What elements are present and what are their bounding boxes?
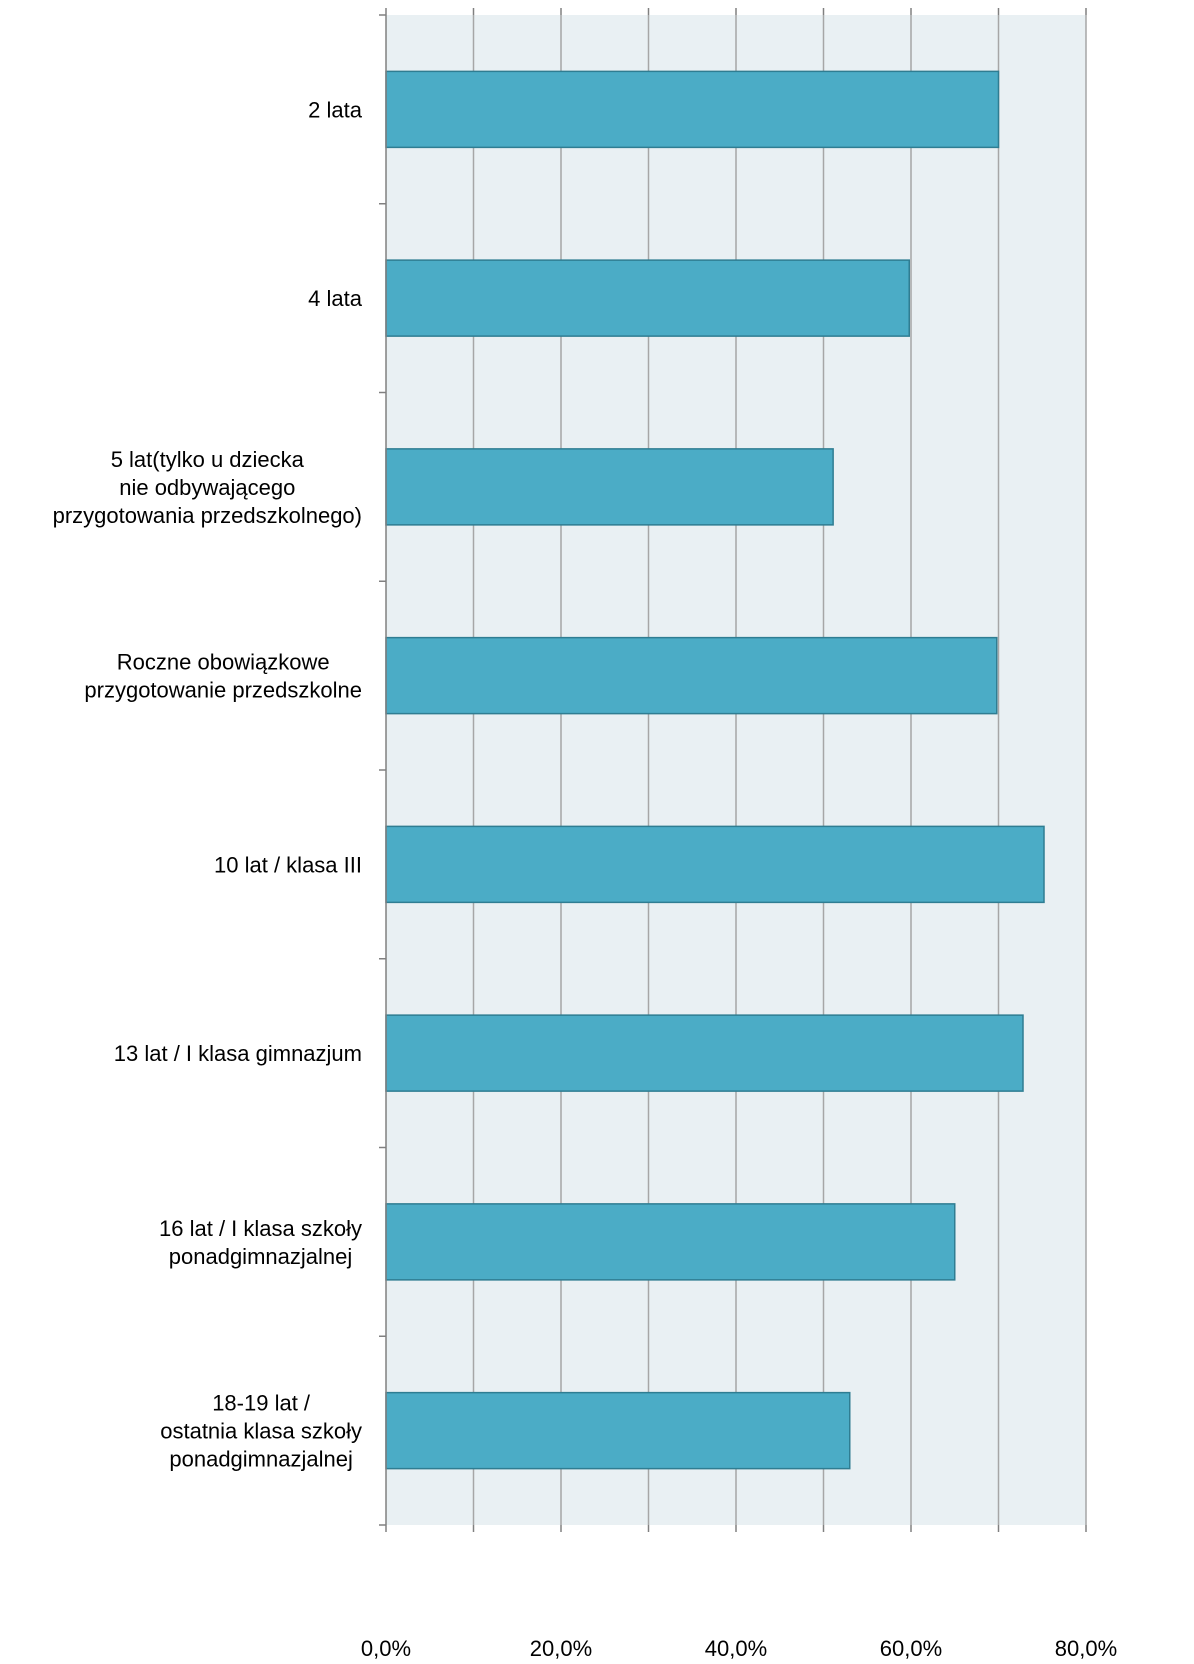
bar[interactable] — [385, 636, 998, 715]
category-label: 18-19 lat / ostatnia klasa szkoły ponadgim… — [160, 1391, 362, 1472]
bar[interactable] — [385, 1203, 956, 1281]
x-tick-label: 60,0% — [880, 1636, 942, 1661]
category-label: 2 lata — [308, 97, 363, 122]
category-label-line: ostatnia klasa szkoły — [160, 1419, 362, 1444]
bar[interactable] — [385, 448, 834, 526]
category-label: 10 lat / klasa III — [214, 852, 362, 877]
category-label-line: ponadgimnazjalnej — [169, 1447, 352, 1472]
category-label-line: 10 lat / klasa III — [214, 852, 362, 877]
category-label-line: 13 lat / I klasa gimnazjum — [114, 1041, 362, 1066]
category-label-line: 2 lata — [308, 97, 363, 122]
x-tick-label: 40,0% — [705, 1636, 767, 1661]
category-label-line: ponadgimnazjalnej — [169, 1244, 352, 1269]
bar[interactable] — [385, 1391, 851, 1470]
category-label-line: przygotowania przedszkolnego) — [53, 503, 362, 528]
category-label-line: 5 lat(tylko u dziecka — [111, 447, 305, 472]
category-label: 13 lat / I klasa gimnazjum — [114, 1041, 362, 1066]
category-label: Roczne obowiązkowe przygotowanie przedszk… — [84, 650, 362, 703]
bar[interactable] — [385, 259, 910, 337]
category-label: 16 lat / I klasa szkoły ponadgimnazjalnej — [159, 1216, 362, 1269]
bar[interactable] — [385, 825, 1045, 904]
category-label-line: nie odbywającego — [119, 475, 295, 500]
x-tick-label: 80,0% — [1055, 1636, 1117, 1661]
category-label-line: 18-19 lat / — [212, 1391, 311, 1416]
category-label-line: Roczne obowiązkowe — [117, 650, 330, 675]
category-label-line: 4 lata — [308, 286, 363, 311]
category-label-line: przygotowanie przedszkolne — [84, 678, 362, 703]
bar[interactable] — [385, 70, 1000, 149]
category-label: 5 lat(tylko u dziecka nie odbywającego prz… — [53, 447, 362, 528]
category-label-line: 16 lat / I klasa szkoły — [159, 1216, 362, 1241]
bar[interactable] — [385, 1014, 1024, 1092]
x-tick-label: 20,0% — [530, 1636, 592, 1661]
category-label: 4 lata — [308, 286, 363, 311]
x-tick-label: 0,0% — [361, 1636, 411, 1661]
